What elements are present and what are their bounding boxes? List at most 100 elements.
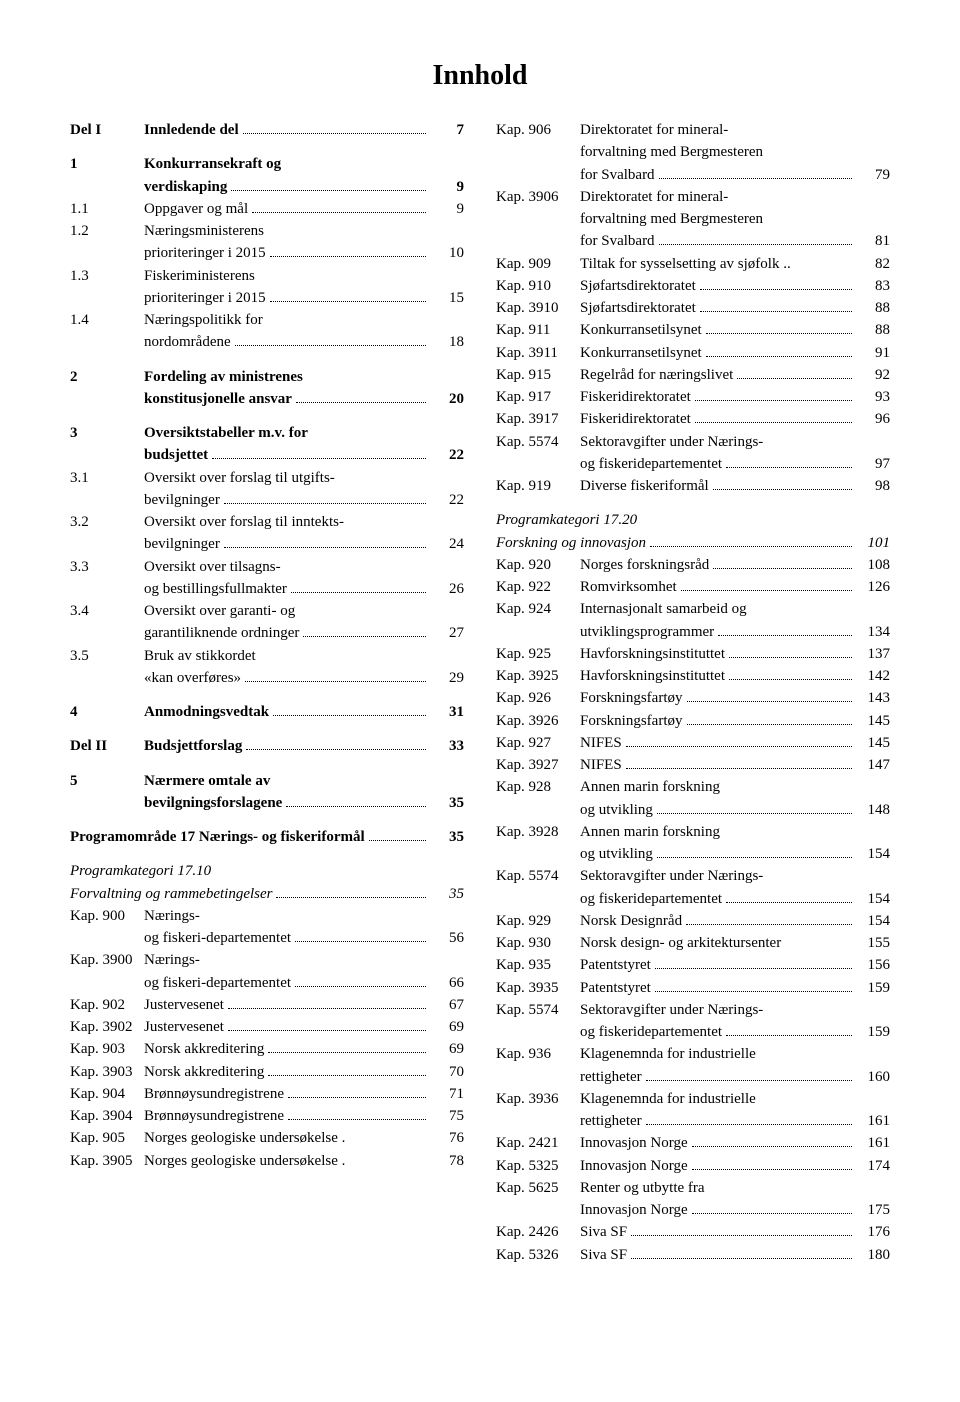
- toc-entry-cont: og fiskeridepartementet159: [496, 1022, 890, 1042]
- toc-leaders: [657, 813, 852, 814]
- toc-page: 67: [430, 995, 464, 1015]
- toc-text: Havforskningsinstituttet: [580, 666, 725, 686]
- toc-entry-cont: og bestillingsfullmakter26: [70, 579, 464, 599]
- toc-page: 35: [430, 884, 464, 904]
- toc-text: Regelråd for næringslivet: [580, 365, 733, 385]
- toc-entry: Kap. 929Norsk Designråd154: [496, 911, 890, 931]
- toc-page: 9: [430, 199, 464, 219]
- toc-entry-cont: og fiskeridepartementet154: [496, 889, 890, 909]
- toc-label: Kap. 3910: [496, 298, 580, 318]
- toc-page: 98: [856, 476, 890, 496]
- toc-leaders: [231, 190, 426, 191]
- toc-text: Justervesenet: [144, 995, 224, 1015]
- toc-page: 93: [856, 387, 890, 407]
- toc-entry: 1Konkurransekraft og: [70, 154, 464, 174]
- toc-page: 22: [430, 490, 464, 510]
- toc-page: 20: [430, 389, 464, 409]
- toc-text: Siva SF: [580, 1245, 627, 1265]
- toc-label: Kap. 925: [496, 644, 580, 664]
- toc-entry-cont: garantiliknende ordninger27: [70, 623, 464, 643]
- toc-label: Kap. 3926: [496, 711, 580, 731]
- toc-label: Kap. 928: [496, 777, 580, 797]
- toc-leaders: [252, 212, 426, 213]
- toc-entry: Kap. 2421Innovasjon Norge161: [496, 1133, 890, 1153]
- toc-text: bevilgninger: [144, 490, 220, 510]
- toc-text: forvaltning med Bergmesteren: [580, 142, 890, 162]
- toc-entry: Kap. 917Fiskeridirektoratet93: [496, 387, 890, 407]
- toc-text: Sektoravgifter under Nærings-: [580, 866, 890, 886]
- toc-page: 9: [430, 177, 464, 197]
- toc-label: Kap. 902: [70, 995, 144, 1015]
- toc-entry: Kap. 2426Siva SF176: [496, 1222, 890, 1242]
- toc-leaders: [268, 1075, 426, 1076]
- toc-leaders: [687, 724, 853, 725]
- toc-entry: Kap. 910Sjøfartsdirektoratet83: [496, 276, 890, 296]
- toc-spacer: [70, 140, 464, 154]
- toc-columns: Del IInnledende del71Konkurransekraft og…: [70, 120, 890, 1265]
- toc-text: Næringspolitikk for: [144, 310, 464, 330]
- toc-page: 35: [430, 793, 464, 813]
- toc-text: for Svalbard: [580, 165, 655, 185]
- toc-text: og fiskeri-departementet: [144, 928, 291, 948]
- toc-page: 137: [856, 644, 890, 664]
- toc-text: Norges forskningsråd: [580, 555, 709, 575]
- toc-entry-cont: og fiskeridepartementet97: [496, 454, 890, 474]
- toc-label: Kap. 3936: [496, 1089, 580, 1109]
- toc-page: 82: [856, 254, 890, 274]
- toc-page: 134: [856, 622, 890, 642]
- toc-entry: Kap. 3917Fiskeridirektoratet96: [496, 409, 890, 429]
- toc-text: Patentstyret: [580, 955, 651, 975]
- toc-label: Kap. 920: [496, 555, 580, 575]
- toc-entry: 1.1Oppgaver og mål9: [70, 199, 464, 219]
- toc-page: 56: [430, 928, 464, 948]
- toc-entry: Kap. 3911Konkurransetilsynet91: [496, 343, 890, 363]
- toc-text: Budsjettforslag: [144, 736, 242, 756]
- toc-entry: 3.5Bruk av stikkordet: [70, 646, 464, 666]
- toc-text: Forskningsfartøy: [580, 688, 683, 708]
- toc-text: verdiskaping: [144, 177, 227, 197]
- toc-entry-cont: forvaltning med Bergmesteren: [496, 142, 890, 162]
- toc-label: Del I: [70, 120, 144, 140]
- toc-leaders: [659, 178, 852, 179]
- toc-text: rettigheter: [580, 1111, 642, 1131]
- toc-label: Kap. 927: [496, 733, 580, 753]
- toc-leaders: [270, 301, 426, 302]
- toc-label: Kap. 3935: [496, 978, 580, 998]
- toc-text: Anmodningsvedtak: [144, 702, 269, 722]
- toc-text: Oppgaver og mål: [144, 199, 248, 219]
- toc-text: Fiskeriministerens: [144, 266, 464, 286]
- toc-entry: Kap. 3927NIFES147: [496, 755, 890, 775]
- toc-page: 79: [856, 165, 890, 185]
- toc-leaders: [718, 635, 852, 636]
- toc-leaders: [700, 289, 852, 290]
- toc-text: og utvikling: [580, 844, 653, 864]
- toc-page: 83: [856, 276, 890, 296]
- toc-entry: Kap. 5574Sektoravgifter under Nærings-: [496, 432, 890, 452]
- toc-text: Fiskeridirektoratet: [580, 387, 691, 407]
- toc-entry: Kap. 936Klagenemnda for industrielle: [496, 1044, 890, 1064]
- toc-text: Innovasjon Norge: [580, 1156, 688, 1176]
- toc-label: Kap. 5574: [496, 866, 580, 886]
- toc-leaders: [224, 503, 426, 504]
- toc-page: 69: [430, 1017, 464, 1037]
- toc-text: Innovasjon Norge: [580, 1133, 688, 1153]
- toc-entry: Kap. 3935Patentstyret159: [496, 978, 890, 998]
- toc-label: 1: [70, 154, 144, 174]
- toc-label: Kap. 915: [496, 365, 580, 385]
- toc-label: 1.2: [70, 221, 144, 241]
- toc-text: Bruk av stikkordet: [144, 646, 464, 666]
- toc-label: Kap. 924: [496, 599, 580, 619]
- toc-text: Klagenemnda for industrielle: [580, 1044, 890, 1064]
- toc-page: 97: [856, 454, 890, 474]
- toc-text: Annen marin forskning: [580, 822, 890, 842]
- toc-leaders: [650, 546, 852, 547]
- toc-page: 145: [856, 733, 890, 753]
- toc-entry-cont: rettigheter161: [496, 1111, 890, 1131]
- toc-text: garantiliknende ordninger: [144, 623, 299, 643]
- toc-entry: Kap. 905Norges geologiske undersøkelse .…: [70, 1128, 464, 1148]
- toc-label: 3.2: [70, 512, 144, 532]
- toc-label: Kap. 3903: [70, 1062, 144, 1082]
- toc-text: Oversikt over forslag til inntekts-: [144, 512, 464, 532]
- toc-label: Kap. 3906: [496, 187, 580, 207]
- toc-label: Kap. 3927: [496, 755, 580, 775]
